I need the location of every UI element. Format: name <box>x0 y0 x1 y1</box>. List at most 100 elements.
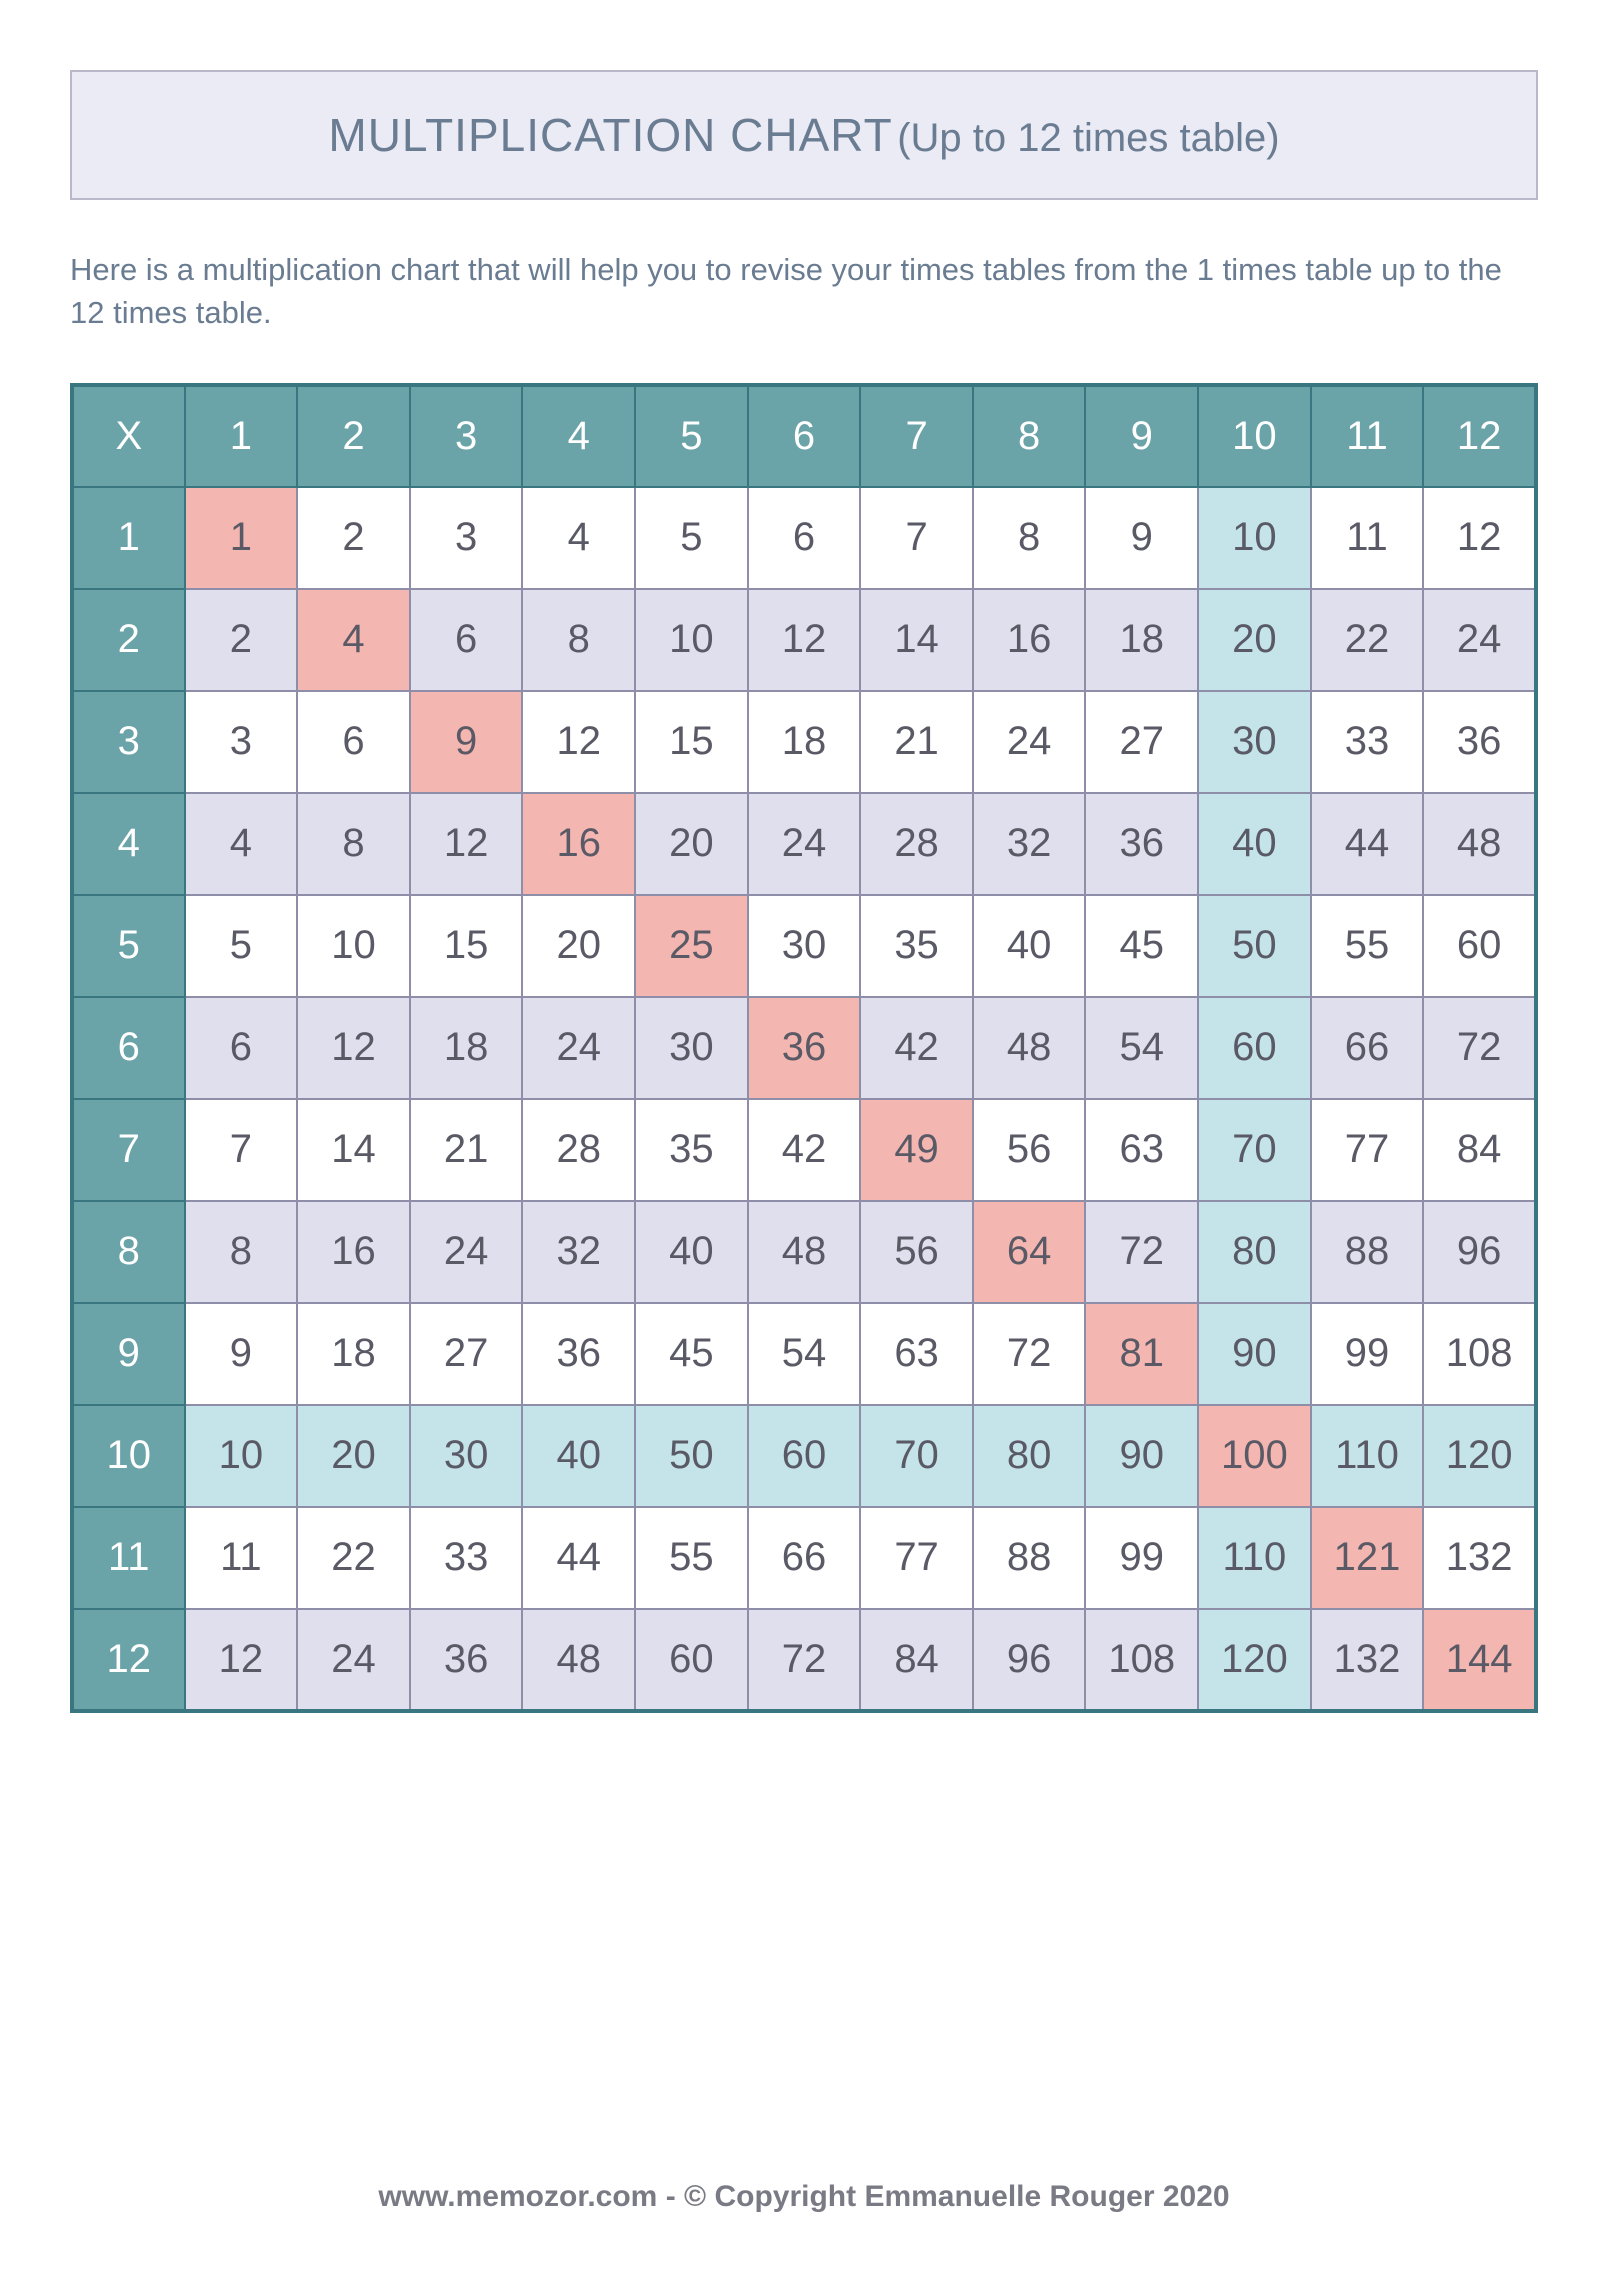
cell-8-9: 72 <box>1085 1201 1198 1303</box>
cell-8-3: 24 <box>410 1201 523 1303</box>
cell-5-8: 40 <box>973 895 1086 997</box>
cell-8-5: 40 <box>635 1201 748 1303</box>
cell-4-5: 20 <box>635 793 748 895</box>
corner-label: X <box>72 385 185 487</box>
cell-9-11: 99 <box>1311 1303 1424 1405</box>
cell-5-12: 60 <box>1423 895 1536 997</box>
cell-6-8: 48 <box>973 997 1086 1099</box>
cell-9-8: 72 <box>973 1303 1086 1405</box>
cell-11-5: 55 <box>635 1507 748 1609</box>
cell-1-9: 9 <box>1085 487 1198 589</box>
cell-2-3: 6 <box>410 589 523 691</box>
cell-1-3: 3 <box>410 487 523 589</box>
cell-3-1: 3 <box>185 691 298 793</box>
cell-6-7: 42 <box>860 997 973 1099</box>
cell-12-6: 72 <box>748 1609 861 1711</box>
row-header-12: 12 <box>72 1609 185 1711</box>
row-header-2: 2 <box>72 589 185 691</box>
cell-8-7: 56 <box>860 1201 973 1303</box>
cell-4-2: 8 <box>297 793 410 895</box>
row-header-10: 10 <box>72 1405 185 1507</box>
cell-11-3: 33 <box>410 1507 523 1609</box>
cell-11-1: 11 <box>185 1507 298 1609</box>
cell-2-5: 10 <box>635 589 748 691</box>
cell-1-7: 7 <box>860 487 973 589</box>
cell-5-5: 25 <box>635 895 748 997</box>
cell-8-2: 16 <box>297 1201 410 1303</box>
cell-7-7: 49 <box>860 1099 973 1201</box>
cell-1-12: 12 <box>1423 487 1536 589</box>
cell-6-3: 18 <box>410 997 523 1099</box>
cell-3-4: 12 <box>522 691 635 793</box>
col-header-6: 6 <box>748 385 861 487</box>
cell-6-5: 30 <box>635 997 748 1099</box>
cell-1-4: 4 <box>522 487 635 589</box>
row-header-5: 5 <box>72 895 185 997</box>
cell-9-1: 9 <box>185 1303 298 1405</box>
col-header-1: 1 <box>185 385 298 487</box>
cell-4-4: 16 <box>522 793 635 895</box>
cell-2-7: 14 <box>860 589 973 691</box>
cell-2-12: 24 <box>1423 589 1536 691</box>
cell-8-1: 8 <box>185 1201 298 1303</box>
col-header-12: 12 <box>1423 385 1536 487</box>
cell-7-9: 63 <box>1085 1099 1198 1201</box>
row-header-9: 9 <box>72 1303 185 1405</box>
cell-4-10: 40 <box>1198 793 1311 895</box>
cell-2-8: 16 <box>973 589 1086 691</box>
cell-5-2: 10 <box>297 895 410 997</box>
cell-1-8: 8 <box>973 487 1086 589</box>
col-header-10: 10 <box>1198 385 1311 487</box>
cell-11-9: 99 <box>1085 1507 1198 1609</box>
cell-10-6: 60 <box>748 1405 861 1507</box>
cell-9-5: 45 <box>635 1303 748 1405</box>
cell-5-9: 45 <box>1085 895 1198 997</box>
cell-12-1: 12 <box>185 1609 298 1711</box>
cell-10-3: 30 <box>410 1405 523 1507</box>
cell-9-4: 36 <box>522 1303 635 1405</box>
cell-5-10: 50 <box>1198 895 1311 997</box>
col-header-2: 2 <box>297 385 410 487</box>
footer-credit: www.memozor.com - © Copyright Emmanuelle… <box>0 2180 1608 2214</box>
cell-7-1: 7 <box>185 1099 298 1201</box>
cell-1-10: 10 <box>1198 487 1311 589</box>
cell-11-7: 77 <box>860 1507 973 1609</box>
title-sub: (Up to 12 times table) <box>897 116 1279 160</box>
col-header-7: 7 <box>860 385 973 487</box>
cell-10-1: 10 <box>185 1405 298 1507</box>
cell-1-5: 5 <box>635 487 748 589</box>
cell-6-4: 24 <box>522 997 635 1099</box>
cell-5-4: 20 <box>522 895 635 997</box>
cell-11-12: 132 <box>1423 1507 1536 1609</box>
cell-2-11: 22 <box>1311 589 1424 691</box>
cell-7-4: 28 <box>522 1099 635 1201</box>
cell-6-12: 72 <box>1423 997 1536 1099</box>
cell-8-8: 64 <box>973 1201 1086 1303</box>
row-header-1: 1 <box>72 487 185 589</box>
cell-2-10: 20 <box>1198 589 1311 691</box>
cell-5-7: 35 <box>860 895 973 997</box>
cell-7-10: 70 <box>1198 1099 1311 1201</box>
title-main: MULTIPLICATION CHART <box>328 109 892 161</box>
cell-3-3: 9 <box>410 691 523 793</box>
cell-10-12: 120 <box>1423 1405 1536 1507</box>
cell-8-12: 96 <box>1423 1201 1536 1303</box>
row-header-7: 7 <box>72 1099 185 1201</box>
cell-1-11: 11 <box>1311 487 1424 589</box>
cell-6-10: 60 <box>1198 997 1311 1099</box>
cell-11-8: 88 <box>973 1507 1086 1609</box>
cell-12-9: 108 <box>1085 1609 1198 1711</box>
cell-7-12: 84 <box>1423 1099 1536 1201</box>
cell-9-2: 18 <box>297 1303 410 1405</box>
cell-3-8: 24 <box>973 691 1086 793</box>
cell-11-11: 121 <box>1311 1507 1424 1609</box>
col-header-3: 3 <box>410 385 523 487</box>
cell-7-2: 14 <box>297 1099 410 1201</box>
cell-5-3: 15 <box>410 895 523 997</box>
cell-3-7: 21 <box>860 691 973 793</box>
cell-6-6: 36 <box>748 997 861 1099</box>
col-header-8: 8 <box>973 385 1086 487</box>
col-header-4: 4 <box>522 385 635 487</box>
cell-12-3: 36 <box>410 1609 523 1711</box>
cell-4-3: 12 <box>410 793 523 895</box>
